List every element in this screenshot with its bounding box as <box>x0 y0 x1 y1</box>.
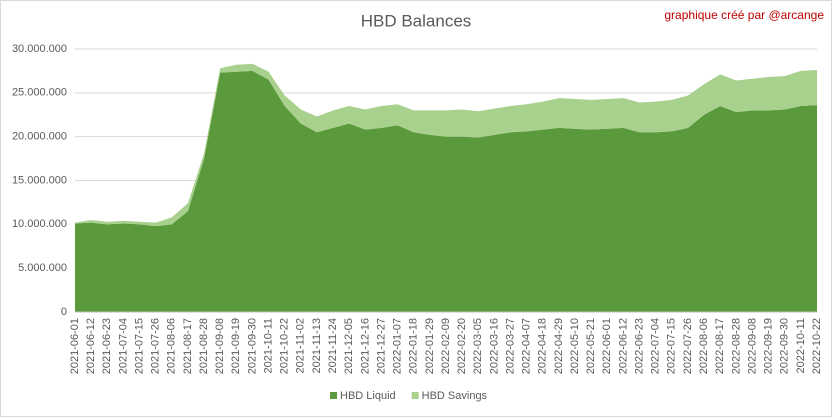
x-tick-label: 2022-09-30 <box>779 318 791 374</box>
y-tick-label: 20.000.000 <box>12 131 67 143</box>
x-tick-label: 2021-11-24 <box>327 318 339 373</box>
y-tick-label: 5.000.000 <box>18 262 67 274</box>
x-tick-label: 2021-09-08 <box>214 318 226 374</box>
x-tick-label: 2022-09-08 <box>746 318 758 374</box>
legend-label: HBD Savings <box>422 390 488 402</box>
x-tick-label: 2022-07-26 <box>682 318 694 374</box>
x-tick-label: 2022-08-17 <box>714 318 726 374</box>
legend-swatch <box>411 392 419 399</box>
x-tick-label: 2022-05-21 <box>585 318 597 374</box>
x-tick-label: 2021-08-06 <box>166 318 178 374</box>
x-tick-label: 2022-03-27 <box>504 318 516 374</box>
x-tick-label: 2022-04-29 <box>553 318 565 374</box>
x-tick-label: 2022-01-18 <box>408 318 420 374</box>
x-tick-label: 2022-05-10 <box>569 318 581 374</box>
x-tick-label: 2022-09-19 <box>763 318 775 374</box>
x-tick-label: 2021-12-05 <box>343 318 355 374</box>
x-tick-label: 2021-10-22 <box>279 318 291 374</box>
y-tick-label: 25.000.000 <box>12 87 67 99</box>
x-tick-label: 2022-10-22 <box>811 318 823 374</box>
x-tick-label: 2022-01-29 <box>424 318 436 374</box>
x-tick-label: 2022-06-23 <box>633 318 645 374</box>
x-tick-label: 2021-10-11 <box>262 318 274 373</box>
x-tick-label: 2022-07-15 <box>666 318 678 374</box>
x-tick-label: 2022-08-06 <box>698 318 710 374</box>
x-tick-label: 2021-09-19 <box>230 318 242 374</box>
x-tick-label: 2021-07-15 <box>133 318 145 374</box>
x-tick-label: 2021-08-17 <box>182 318 194 374</box>
chart-title: HBD Balances <box>361 11 472 30</box>
y-tick-label: 10.000.000 <box>12 218 67 230</box>
x-tick-label: 2022-04-18 <box>537 318 549 374</box>
chart-subtitle: graphique créé par @arcange <box>664 8 824 22</box>
x-tick-label: 2021-08-28 <box>198 318 210 374</box>
x-tick-label: 2022-06-12 <box>617 318 629 374</box>
x-tick-label: 2022-10-11 <box>795 318 807 373</box>
area <box>75 63 817 227</box>
y-tick-label: 0 <box>61 306 67 318</box>
x-tick-label: 2022-06-01 <box>601 318 613 374</box>
x-tick-label: 2022-03-05 <box>472 318 484 374</box>
x-tick-label: 2021-09-30 <box>246 318 258 374</box>
x-tick-label: 2022-02-09 <box>440 318 452 374</box>
x-tick-label: 2021-06-12 <box>85 318 97 374</box>
x-tick-label: 2021-07-26 <box>150 318 162 374</box>
x-tick-label: 2021-11-02 <box>295 318 307 373</box>
x-tick-label: 2022-07-04 <box>650 318 662 374</box>
x-tick-label: 2022-08-28 <box>730 318 742 374</box>
x-tick-label: 2021-11-13 <box>311 318 323 373</box>
y-tick-label: 15.000.000 <box>12 174 67 186</box>
x-tick-label: 2022-01-07 <box>392 318 404 374</box>
x-tick-label: 2022-03-16 <box>488 318 500 374</box>
legend-label: HBD Liquid <box>340 390 396 402</box>
legend-swatch <box>330 392 337 399</box>
y-tick-label: 30.000.000 <box>12 43 67 55</box>
x-tick-label: 2021-07-04 <box>117 318 129 374</box>
x-tick-label: 2021-12-16 <box>359 318 371 374</box>
x-tick-label: 2021-06-23 <box>101 318 113 374</box>
x-tick-label: 2022-04-07 <box>521 318 533 374</box>
area <box>75 70 817 313</box>
x-tick-label: 2022-02-20 <box>456 318 468 374</box>
x-tick-label: 2021-06-01 <box>69 318 81 374</box>
x-tick-label: 2021-12-27 <box>375 318 387 374</box>
